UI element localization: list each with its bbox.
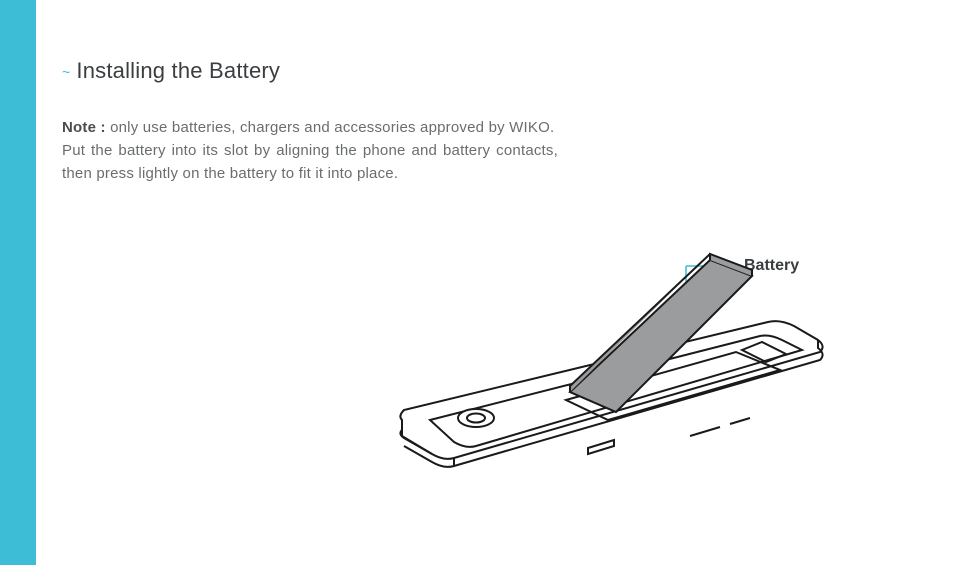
content-column: ~ Installing the Battery Note : only use … bbox=[62, 58, 558, 200]
heading-text: Installing the Battery bbox=[76, 58, 280, 83]
heading-tilde: ~ bbox=[62, 64, 70, 80]
instruction-text: Put the battery into its slot by alignin… bbox=[62, 142, 558, 182]
section-heading: ~ Installing the Battery bbox=[62, 58, 558, 84]
note-text: only use batteries, chargers and accesso… bbox=[106, 119, 555, 136]
left-accent-bar bbox=[0, 0, 36, 565]
note-label: Note : bbox=[62, 119, 106, 136]
page: ~ Installing the Battery Note : only use … bbox=[0, 0, 954, 565]
battery-install-figure bbox=[390, 240, 910, 500]
side-buttons bbox=[690, 418, 750, 436]
note-paragraph: Note : only use batteries, chargers and … bbox=[62, 116, 558, 185]
